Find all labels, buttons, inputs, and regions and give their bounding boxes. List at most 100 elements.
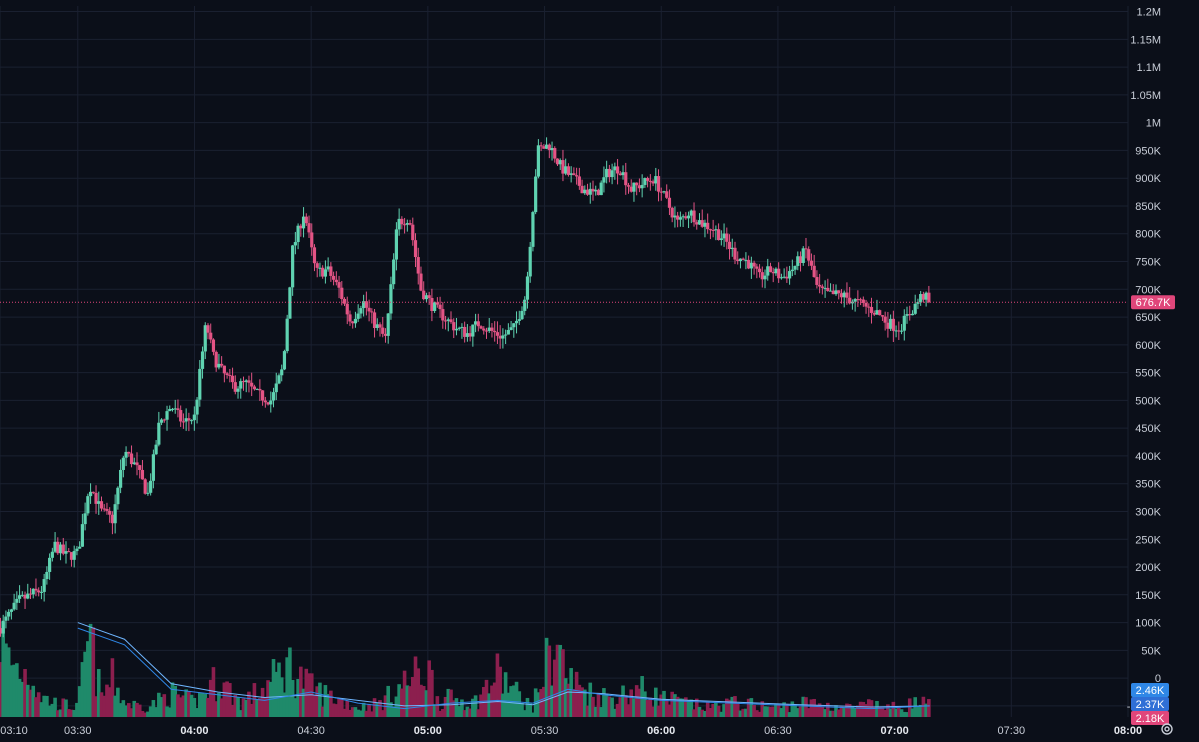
- volume-bar: [320, 706, 325, 717]
- moving-averages: [77, 622, 930, 710]
- volume-bar: [432, 704, 437, 717]
- candle-body: [596, 189, 601, 196]
- volume-bar: [110, 658, 115, 717]
- volume-bar: [173, 685, 178, 717]
- candle-body: [741, 258, 745, 260]
- volume-bar: [236, 697, 240, 717]
- volume-bar: [28, 689, 33, 717]
- candle-body: [575, 175, 579, 177]
- candle-body: [94, 492, 98, 504]
- candle-body: [53, 541, 57, 552]
- candle-body: [796, 256, 800, 266]
- volume-badge-label: 2.37K: [1136, 699, 1165, 711]
- volume-bar: [905, 712, 909, 717]
- candle-body: [173, 408, 177, 410]
- x-tick-label: 06:30: [764, 725, 792, 737]
- volume-bar: [339, 698, 344, 717]
- candle-body: [288, 287, 292, 319]
- volume-bar: [176, 694, 180, 717]
- volume-bar: [421, 685, 426, 717]
- candle-body: [443, 320, 448, 322]
- volume-bar: [118, 703, 123, 717]
- volume-bar: [165, 706, 169, 717]
- volume-bar: [514, 681, 519, 717]
- candle-body: [307, 223, 311, 233]
- candle-body: [544, 144, 549, 149]
- volume-bar: [99, 692, 104, 717]
- candle-body: [777, 268, 781, 279]
- candle-body: [342, 298, 347, 304]
- volume-bar: [83, 651, 87, 717]
- volume-badge: [1131, 697, 1169, 711]
- candle-body: [435, 302, 439, 305]
- candle-body: [340, 287, 344, 299]
- candle-body: [531, 212, 535, 247]
- candle-body: [916, 302, 920, 304]
- volume-bar: [850, 706, 855, 717]
- volume-bar: [815, 705, 819, 717]
- volume-bar: [107, 687, 112, 717]
- candle-body: [771, 272, 775, 274]
- volume-bar: [167, 707, 172, 717]
- volume-bar: [318, 682, 322, 717]
- candle-body: [610, 170, 614, 178]
- candle-body: [757, 268, 762, 273]
- volume-bar: [274, 671, 279, 717]
- volume-badge-label: 2.46K: [1136, 685, 1165, 697]
- y-tick-label: 950K: [1135, 145, 1161, 157]
- candle-body: [869, 306, 874, 313]
- candle-body: [34, 588, 38, 591]
- volume-bar: [804, 697, 808, 717]
- candle-body: [569, 173, 573, 175]
- candle-body: [504, 334, 508, 336]
- candle-body: [12, 602, 16, 610]
- volume-bar: [577, 684, 582, 717]
- x-tick-label: 04:30: [297, 725, 325, 737]
- volume-bar: [408, 686, 412, 717]
- volume-bar: [206, 697, 210, 717]
- volume-bar: [659, 694, 664, 717]
- candle-body: [56, 541, 60, 554]
- candle-body: [42, 579, 46, 592]
- candle-body: [241, 381, 246, 383]
- volume-bar: [230, 704, 235, 717]
- volume-bar: [312, 695, 317, 717]
- volume-bar: [793, 704, 797, 717]
- volume-bar: [159, 697, 164, 717]
- volume-bar: [290, 679, 295, 717]
- volume-bar: [438, 710, 442, 717]
- candle-body: [277, 375, 281, 384]
- candle-body: [678, 217, 682, 220]
- volume-bar: [39, 702, 44, 717]
- candle-body: [910, 313, 915, 316]
- volume-bar: [787, 712, 792, 717]
- candle-body: [165, 411, 169, 420]
- candle-body: [392, 259, 396, 285]
- y-axis[interactable]: 1.2M 1.15M 1.1M 1.05M 1M 950K 900K 850K 800K 750K…: [1127, 7, 1162, 713]
- x-axis[interactable]: 03:10 03:30 04:00 04:30 05:00 05:30 06:00 06:30…: [0, 725, 1142, 737]
- volume-bar: [492, 682, 497, 717]
- candle-body: [99, 501, 104, 509]
- volume-bar: [561, 649, 565, 717]
- candle-body: [479, 326, 483, 329]
- candles: [0, 137, 931, 638]
- y-tick-label: 500K: [1135, 395, 1161, 407]
- volume-bar: [484, 679, 489, 717]
- volume-bar: [91, 627, 96, 717]
- volume-bar: [872, 707, 877, 717]
- candle-body: [454, 328, 459, 331]
- candle-body: [271, 392, 276, 401]
- candle-body: [643, 178, 647, 185]
- candle-body: [648, 180, 652, 182]
- volume-bar: [441, 709, 445, 717]
- volume-bar: [121, 700, 126, 717]
- gear-icon[interactable]: [1159, 721, 1175, 737]
- volume-bar: [621, 685, 625, 717]
- candle-body: [151, 454, 155, 481]
- candle-body: [468, 333, 472, 337]
- candle-body: [220, 363, 224, 366]
- candle-body: [902, 315, 906, 331]
- y-tick-label: 600K: [1135, 340, 1161, 352]
- candle-body: [782, 276, 786, 278]
